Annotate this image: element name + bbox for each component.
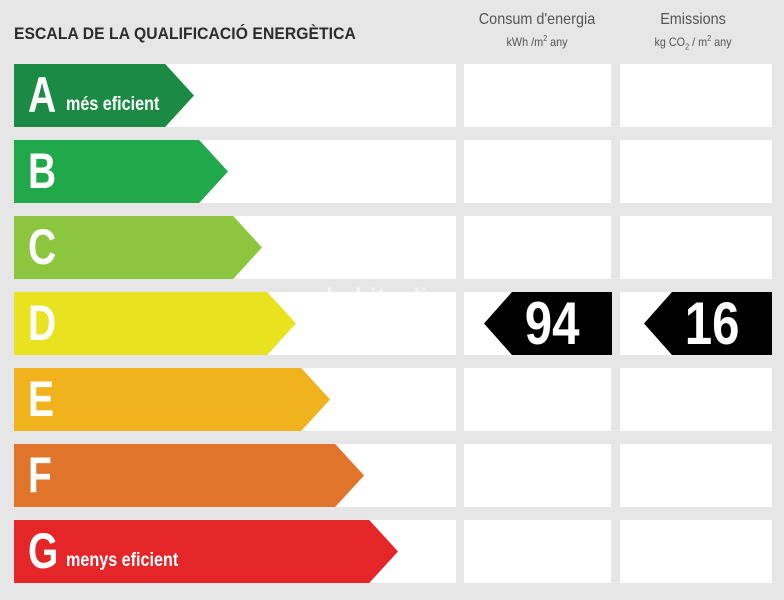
emissions-cell xyxy=(620,64,772,127)
rating-letter: D xyxy=(28,295,57,351)
rating-letter: F xyxy=(28,447,52,503)
rating-letter: C xyxy=(28,219,57,275)
rating-letter: B xyxy=(28,143,57,199)
consumption-cell xyxy=(464,216,611,279)
scale-title: ESCALA DE LA QUALIFICACIÓ ENERGÈTICA xyxy=(14,24,356,43)
rating-arrow-e: E xyxy=(14,368,330,431)
emissions-cell xyxy=(620,444,772,507)
consumption-cell xyxy=(464,64,611,127)
consumption-column-header: Consum d'energia kWh /m2 any xyxy=(462,10,612,51)
rating-arrow-f: F xyxy=(14,444,364,507)
consumption-cell xyxy=(464,368,611,431)
rating-arrow-c: C xyxy=(14,216,262,279)
emissions-value-badge: 16 xyxy=(644,292,772,355)
emissions-column-title: Emissions xyxy=(660,11,726,28)
watermark: habitaclia xyxy=(326,284,442,311)
consumption-column-title: Consum d'energia xyxy=(478,11,596,28)
emissions-column-header: Emissions kg CO2 / m2 any xyxy=(618,10,768,56)
rating-letter: A xyxy=(28,67,57,123)
consumption-cell xyxy=(464,140,611,203)
consumption-cell xyxy=(464,444,611,507)
rating-letter: E xyxy=(28,371,55,427)
rating-arrow-d: D xyxy=(14,292,296,355)
emissions-value-text: 16 xyxy=(684,290,740,357)
consumption-cell xyxy=(464,520,611,583)
consumption-value-badge: 94 xyxy=(484,292,612,355)
emissions-cell xyxy=(620,216,772,279)
rating-arrow-b: B xyxy=(14,140,228,203)
rating-letter: G xyxy=(28,523,59,579)
consumption-value-text: 94 xyxy=(524,290,580,357)
emissions-cell xyxy=(620,368,772,431)
emissions-cell xyxy=(620,520,772,583)
consumption-unit: kWh /m2 any xyxy=(506,34,568,49)
rating-label: menys eficient xyxy=(66,550,179,571)
rating-label: més eficient xyxy=(66,94,160,115)
emissions-cell xyxy=(620,140,772,203)
emissions-unit: kg CO2 / m2 any xyxy=(654,34,732,52)
